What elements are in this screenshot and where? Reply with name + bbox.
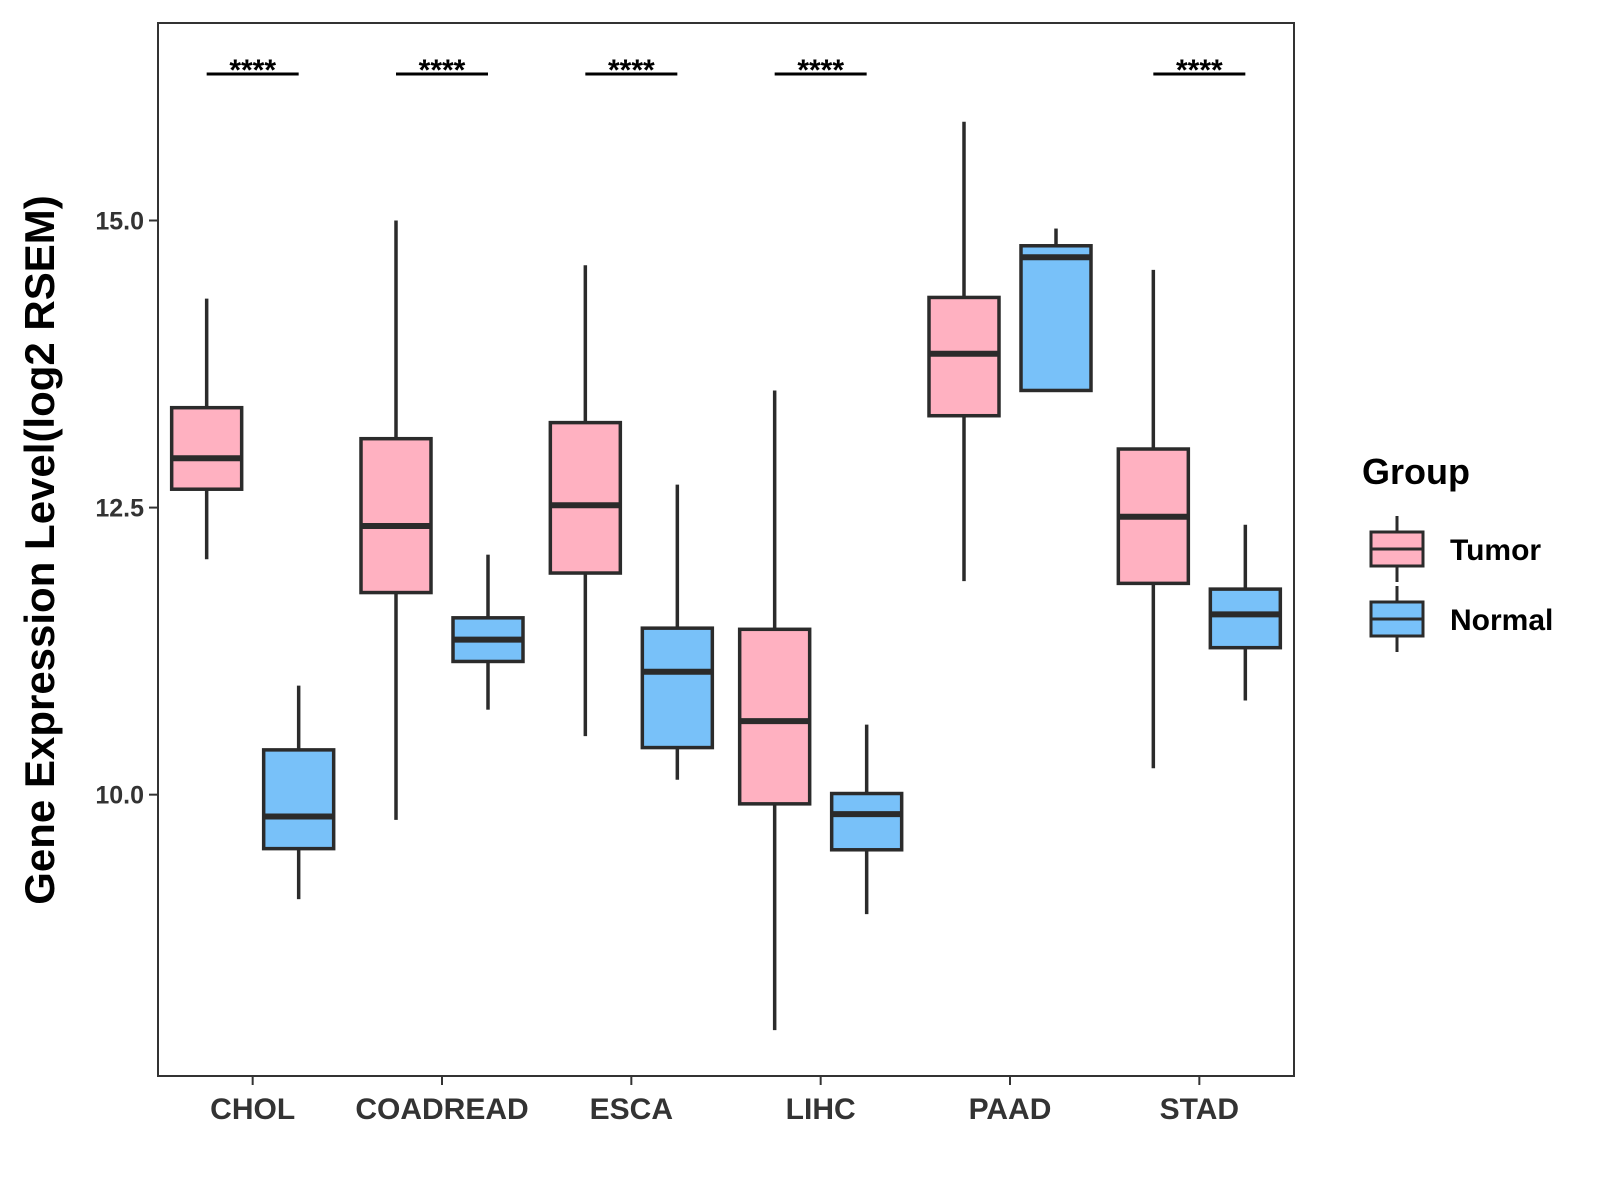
box-iqr xyxy=(829,791,904,852)
y-tick-label: 10.0 xyxy=(95,782,144,810)
box-normal-chol xyxy=(261,685,336,900)
box-iqr xyxy=(1208,587,1283,650)
box-tumor-paad xyxy=(927,121,1001,582)
x-tick-label: PAAD xyxy=(969,1093,1052,1126)
legend-label: Normal xyxy=(1450,604,1553,637)
significance-lihc: **** xyxy=(774,54,867,87)
plot-panel xyxy=(157,22,1295,1077)
significance-label: **** xyxy=(229,54,276,87)
box-tumor-lihc xyxy=(737,390,812,1031)
box-iqr xyxy=(359,436,433,595)
significance-coadread: **** xyxy=(396,54,488,87)
significance-label: **** xyxy=(608,54,655,87)
y-axis: 10.0 12.5 15.0 xyxy=(95,208,158,810)
box-normal-esca xyxy=(640,484,715,780)
boxes-layer xyxy=(169,121,1283,1031)
significance-label: **** xyxy=(1176,54,1223,87)
box-normal-coadread xyxy=(451,554,525,710)
box-normal-stad xyxy=(1208,524,1283,701)
legend-items: Tumor Normal xyxy=(1369,516,1553,652)
legend-label: Tumor xyxy=(1450,534,1541,567)
box-tumor-stad xyxy=(1116,269,1191,769)
box-normal-lihc xyxy=(829,724,904,915)
y-tick-label: 12.5 xyxy=(95,495,144,523)
significance-chol: **** xyxy=(206,54,299,87)
legend-item-tumor: Tumor xyxy=(1369,516,1541,582)
box-iqr xyxy=(737,627,812,806)
y-tick-label: 15.0 xyxy=(95,208,144,236)
box-iqr xyxy=(261,748,336,851)
x-tick-label: CHOL xyxy=(210,1093,295,1126)
significance-label: **** xyxy=(419,54,466,87)
x-axis: CHOL COADREAD ESCA LIHC PAAD STAD xyxy=(210,1076,1239,1126)
x-tick-label: ESCA xyxy=(590,1093,673,1126)
significance-label: **** xyxy=(797,54,844,87)
legend: Group Tumor Normal xyxy=(1362,451,1553,652)
box-iqr xyxy=(548,420,623,575)
x-tick-label: COADREAD xyxy=(355,1093,528,1126)
box-iqr xyxy=(640,626,715,750)
legend-title: Group xyxy=(1362,451,1470,492)
significance-esca: **** xyxy=(585,54,678,87)
box-iqr xyxy=(169,405,244,491)
box-tumor-chol xyxy=(169,298,244,560)
x-tick-label: LIHC xyxy=(786,1093,856,1126)
box-iqr xyxy=(1019,244,1093,393)
box-normal-paad xyxy=(1019,228,1093,393)
significance-layer: **** **** **** **** **** xyxy=(206,54,1246,87)
y-axis-title: Gene Expression Level(log2 RSEM) xyxy=(16,195,63,905)
box-tumor-esca xyxy=(548,265,623,737)
box-tumor-coadread xyxy=(359,220,433,820)
legend-item-normal: Normal xyxy=(1369,586,1553,652)
significance-stad: **** xyxy=(1153,54,1246,87)
x-tick-label: STAD xyxy=(1160,1093,1239,1126)
